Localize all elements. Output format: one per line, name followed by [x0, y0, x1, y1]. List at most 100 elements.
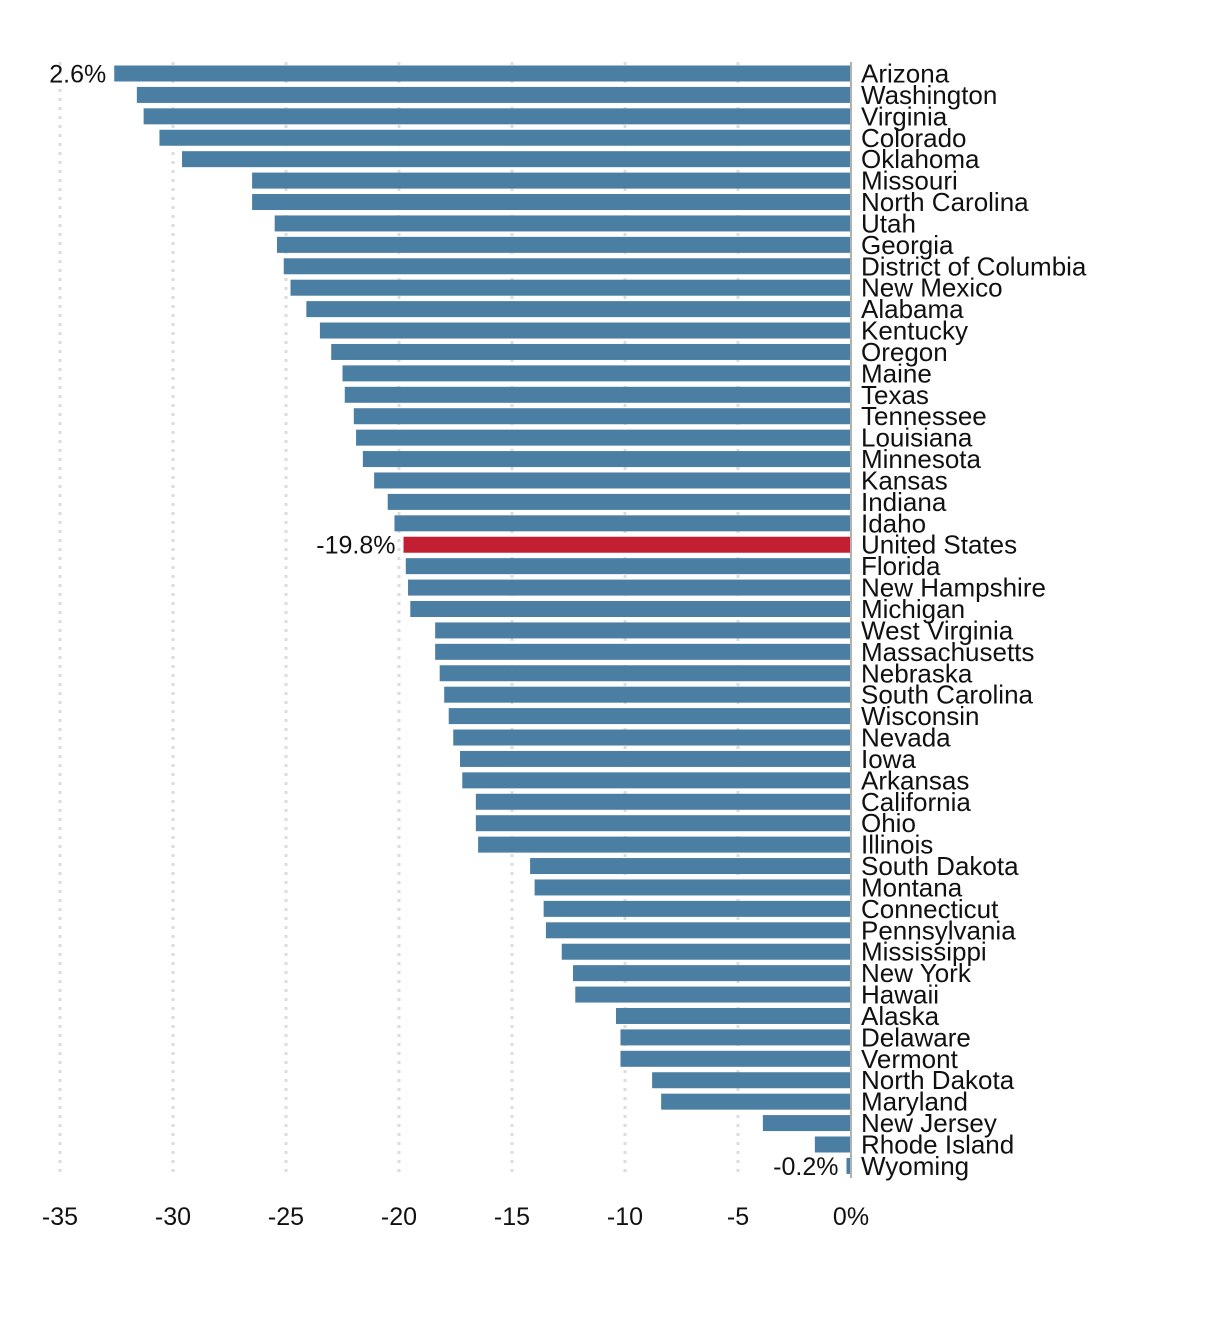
- category-label-new-hampshire: New Hampshire: [861, 573, 1046, 603]
- category-label-idaho: Idaho: [861, 508, 926, 538]
- bar-alabama: [306, 301, 851, 318]
- category-label-utah: Utah: [861, 208, 916, 238]
- x-tick-label-15: -15: [494, 1203, 530, 1231]
- category-label-georgia: Georgia: [861, 230, 954, 260]
- bar-new-york: [573, 965, 850, 982]
- x-tick-label-20: -20: [381, 1203, 417, 1231]
- bar-arkansas: [462, 772, 850, 789]
- x-tick-label-10: -10: [607, 1203, 643, 1231]
- category-label-new-york: New York: [861, 958, 972, 988]
- category-label-arizona: Arizona: [861, 59, 950, 89]
- x-tick-label-5: -5: [727, 1203, 749, 1231]
- bar-hawaii: [575, 986, 850, 1003]
- category-label-united-states: United States: [861, 530, 1017, 560]
- category-label-new-mexico: New Mexico: [861, 273, 1003, 303]
- x-tick-label-25: -25: [268, 1203, 304, 1231]
- bar-michigan: [410, 601, 850, 617]
- bar-oklahoma: [182, 151, 851, 168]
- category-label-north-carolina: North Carolina: [861, 187, 1029, 217]
- bar-ohio: [475, 815, 850, 832]
- bar-colorado: [159, 129, 850, 146]
- bar-south-dakota: [530, 858, 850, 875]
- bar-illinois: [478, 836, 850, 853]
- category-label-kentucky: Kentucky: [861, 316, 968, 346]
- x-axis-tick-labels: -35 -30 -25 -20 -15 -10 -5 0%: [42, 1203, 869, 1231]
- category-label-south-carolina: South Carolina: [861, 680, 1034, 710]
- bar-idaho: [394, 515, 850, 532]
- bar-maine: [342, 365, 850, 382]
- data-label-wyoming: -0.2%: [773, 1153, 838, 1181]
- bar-massachusetts: [435, 643, 850, 660]
- category-label-california: California: [861, 787, 971, 817]
- category-label-alabama: Alabama: [861, 294, 964, 324]
- category-labels: ArizonaWashingtonVirginiaColoradoOklahom…: [861, 59, 1087, 1181]
- bar-north-carolina: [252, 194, 851, 211]
- category-label-wyoming: Wyoming: [861, 1151, 969, 1181]
- x-tick-label-35: -35: [42, 1203, 78, 1231]
- bar-arizona: [114, 65, 851, 82]
- category-label-delaware: Delaware: [861, 1022, 971, 1052]
- category-label-wisconsin: Wisconsin: [861, 701, 979, 731]
- category-label-south-dakota: South Dakota: [861, 851, 1019, 881]
- category-label-florida: Florida: [861, 551, 941, 581]
- category-label-washington: Washington: [861, 80, 997, 110]
- category-label-michigan: Michigan: [861, 594, 965, 624]
- bar-virginia: [143, 108, 850, 125]
- bar-washington: [136, 86, 851, 103]
- category-label-maine: Maine: [861, 358, 932, 388]
- category-label-mississippi: Mississippi: [861, 937, 987, 967]
- bar-alaska: [615, 1007, 850, 1024]
- category-label-new-jersey: New Jersey: [861, 1108, 997, 1138]
- category-label-illinois: Illinois: [861, 830, 933, 860]
- category-label-vermont: Vermont: [861, 1044, 959, 1074]
- bar-pennsylvania: [545, 922, 850, 939]
- bar-nevada: [453, 729, 850, 746]
- bar-south-carolina: [444, 686, 850, 703]
- category-label-maryland: Maryland: [861, 1087, 968, 1117]
- category-label-montana: Montana: [861, 872, 963, 902]
- bars: [114, 65, 851, 1174]
- bar-vermont: [620, 1050, 850, 1067]
- category-label-hawaii: Hawaii: [861, 980, 939, 1010]
- category-label-louisiana: Louisiana: [861, 423, 973, 453]
- bar-oregon: [331, 343, 850, 360]
- category-label-minnesota: Minnesota: [861, 444, 981, 474]
- bar-west-virginia: [435, 622, 850, 639]
- data-labels: 2.6% -19.8% -0.2%: [49, 61, 838, 1181]
- category-label-massachusetts: Massachusetts: [861, 637, 1034, 667]
- data-label-united-states: -19.8%: [316, 532, 395, 560]
- category-label-alaska: Alaska: [861, 1001, 940, 1031]
- category-label-connecticut: Connecticut: [861, 894, 999, 924]
- category-label-colorado: Colorado: [861, 123, 967, 153]
- bar-wisconsin: [448, 708, 850, 725]
- bar-new-mexico: [290, 279, 850, 296]
- data-label-arizona: 2.6%: [49, 61, 106, 89]
- bar-louisiana: [356, 429, 850, 446]
- category-label-tennessee: Tennessee: [861, 401, 987, 431]
- x-tick-label-0: 0%: [833, 1203, 869, 1231]
- category-label-nebraska: Nebraska: [861, 658, 973, 688]
- bar-wyoming: [846, 1157, 850, 1174]
- category-label-nevada: Nevada: [861, 723, 951, 753]
- bar-iowa: [460, 750, 850, 767]
- bar-georgia: [276, 236, 851, 253]
- bar-missouri: [252, 172, 851, 189]
- bar-connecticut: [543, 900, 850, 917]
- bar-mississippi: [561, 943, 850, 960]
- bar-delaware: [620, 1029, 850, 1046]
- x-tick-label-30: -30: [155, 1203, 191, 1231]
- category-label-west-virginia: West Virginia: [861, 615, 1014, 645]
- bar-maryland: [661, 1093, 850, 1110]
- category-label-arkansas: Arkansas: [861, 765, 969, 795]
- category-label-missouri: Missouri: [861, 166, 958, 196]
- category-label-texas: Texas: [861, 380, 929, 410]
- category-label-oklahoma: Oklahoma: [861, 144, 980, 174]
- category-label-district-of-columbia: District of Columbia: [861, 251, 1087, 281]
- category-label-virginia: Virginia: [861, 101, 948, 131]
- category-label-oregon: Oregon: [861, 337, 948, 367]
- bar-california: [475, 793, 850, 810]
- category-label-pennsylvania: Pennsylvania: [861, 915, 1016, 945]
- bar-florida: [405, 558, 850, 575]
- bar-new-jersey: [762, 1115, 850, 1132]
